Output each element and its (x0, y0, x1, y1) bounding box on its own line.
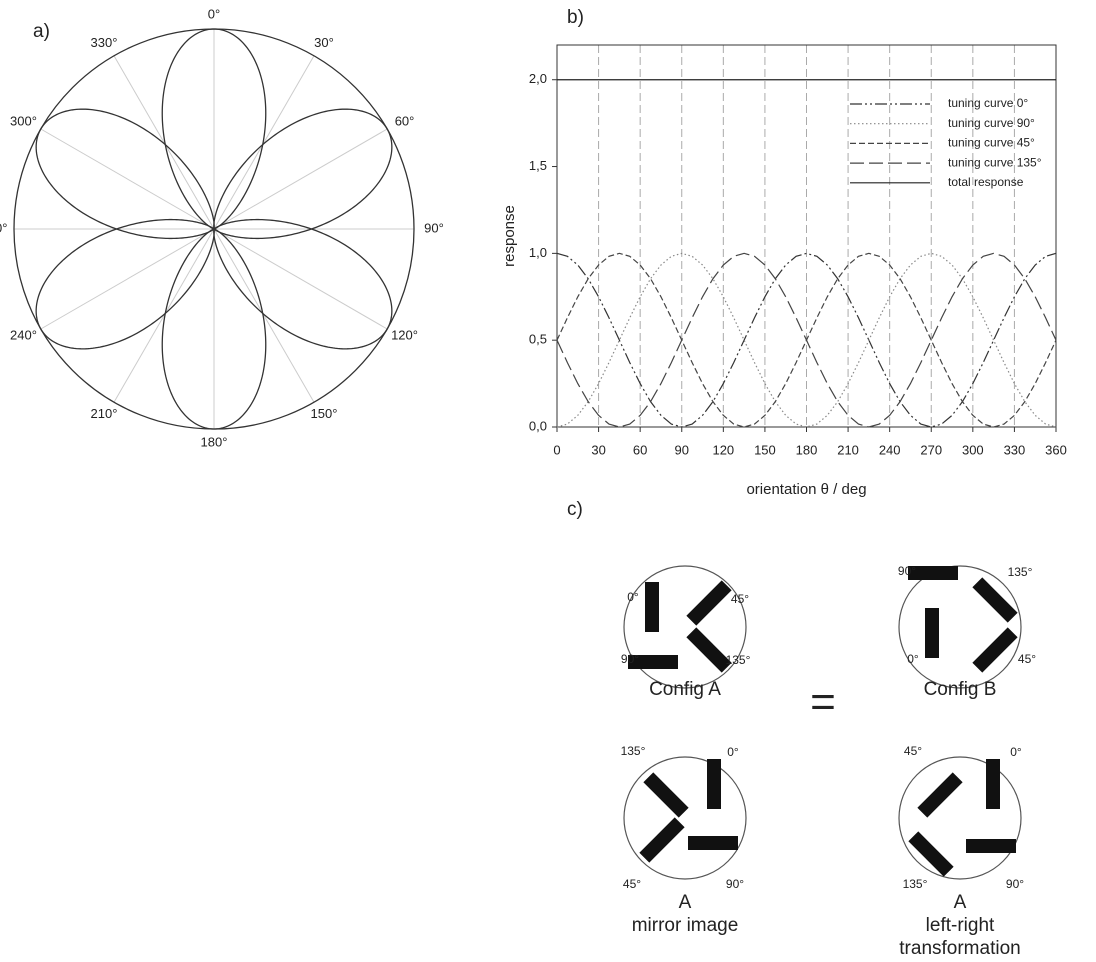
orientation-bar (639, 817, 684, 862)
y-tick-label: 0,0 (529, 418, 547, 433)
x-tick-label: 30 (591, 442, 605, 457)
orientation-bar (707, 759, 721, 809)
angle-label: 120° (391, 327, 418, 342)
angle-label: 135° (1008, 565, 1033, 579)
orientation-bar (688, 836, 738, 850)
figure: a) b) c) = 0° 30° 60° 90° 120° 150° 180° 210° 24… (0, 0, 1096, 962)
grid-spoke (214, 229, 387, 329)
angle-label: 90° (621, 652, 639, 666)
legend-label: tuning curve 0° (948, 96, 1028, 110)
x-tick-label: 330 (1004, 442, 1026, 457)
x-tick-label: 270 (920, 442, 942, 457)
y-tick-label: 1,0 (529, 245, 547, 260)
angle-label: 45° (1018, 652, 1036, 666)
angle-label: 45° (623, 877, 641, 891)
x-tick-label: 300 (962, 442, 984, 457)
y-tick-label: 1,5 (529, 158, 547, 173)
config-title: A (679, 892, 692, 913)
x-tick-label: 180 (796, 442, 818, 457)
orientation-bar (925, 608, 939, 658)
x-tick-label: 0 (553, 442, 560, 457)
orientation-bar (908, 831, 953, 876)
angle-label: 90° (1006, 877, 1024, 891)
angle-label: 270° (0, 220, 7, 235)
x-tick-label: 90 (675, 442, 689, 457)
angle-label: 0° (627, 590, 639, 604)
config-circle (624, 757, 746, 879)
angle-label: 90° (424, 220, 444, 235)
angle-label: 150° (311, 406, 338, 421)
angle-label: 45° (731, 592, 749, 606)
angle-label: 135° (726, 653, 751, 667)
config-circle (899, 566, 1021, 688)
angle-label: 135° (621, 744, 646, 758)
orientation-bar (645, 582, 659, 632)
angle-label: 90° (898, 564, 916, 578)
config-title: Config A (649, 679, 721, 700)
angle-label: 180° (201, 434, 228, 449)
orientation-bar (986, 759, 1000, 809)
grid-spoke (114, 56, 214, 229)
grid-spoke (114, 229, 214, 402)
orientation-bar (643, 772, 688, 817)
legend-label: tuning curve 45° (948, 136, 1035, 150)
x-axis-label: orientation θ / deg (746, 481, 866, 498)
orientation-bar (972, 627, 1017, 672)
angle-label: 45° (904, 744, 922, 758)
config-title: transformation (899, 938, 1020, 959)
legend-label: tuning curve 135° (948, 155, 1042, 169)
config-title: Config B (924, 679, 997, 700)
angle-label: 90° (726, 877, 744, 891)
config-title: mirror image (632, 915, 739, 936)
panel-label: a) (33, 21, 50, 42)
y-tick-label: 2,0 (529, 71, 547, 86)
x-tick-label: 240 (879, 442, 901, 457)
x-tick-label: 60 (633, 442, 647, 457)
grid-spoke (214, 229, 314, 402)
grid-spoke (214, 56, 314, 229)
angle-label: 30° (314, 35, 334, 50)
x-tick-label: 360 (1045, 442, 1067, 457)
config-circle (624, 566, 746, 688)
x-tick-label: 120 (712, 442, 734, 457)
orientation-bar (917, 772, 962, 817)
angle-label: 240° (10, 327, 37, 342)
config-circle (899, 757, 1021, 879)
angle-label: 0° (1010, 745, 1022, 759)
angle-label: 0° (208, 6, 220, 21)
x-tick-label: 150 (754, 442, 776, 457)
orientation-bar (966, 839, 1016, 853)
angle-label: 210° (91, 406, 118, 421)
angle-label: 0° (727, 745, 739, 759)
legend-label: tuning curve 90° (948, 116, 1035, 130)
angle-label: 135° (903, 877, 928, 891)
config-title: left-right (926, 915, 995, 936)
angle-label: 330° (91, 35, 118, 50)
x-tick-label: 210 (837, 442, 859, 457)
panel-label: b) (567, 7, 584, 28)
equals-sign: = (810, 678, 836, 727)
grid-spoke (214, 129, 387, 229)
orientation-bar (686, 580, 731, 625)
angle-label: 300° (10, 113, 37, 128)
angle-label: 0° (907, 652, 919, 666)
y-axis-label: response (501, 205, 518, 267)
config-title: A (954, 892, 967, 913)
panel-label: c) (567, 499, 583, 520)
y-tick-label: 0,5 (529, 332, 547, 347)
legend-label: total response (948, 175, 1024, 189)
orientation-bar (972, 577, 1017, 622)
grid-spoke (41, 129, 214, 229)
angle-label: 60° (395, 113, 415, 128)
grid-spoke (41, 229, 214, 329)
